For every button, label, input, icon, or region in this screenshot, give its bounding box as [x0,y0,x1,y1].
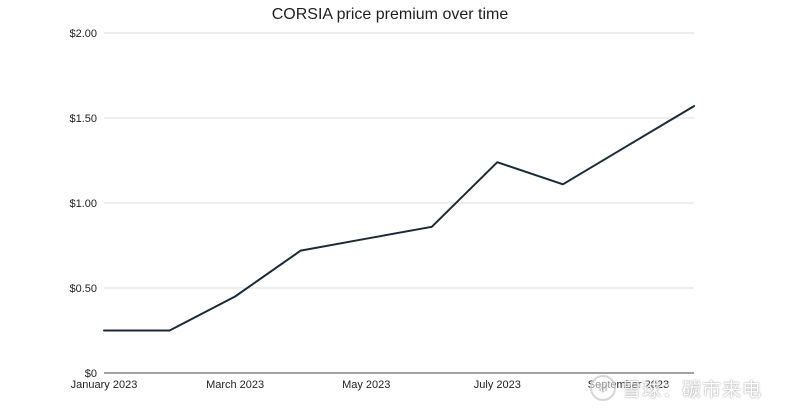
data-point [300,250,302,252]
series-layer [103,105,695,332]
data-point [562,183,564,185]
data-point [693,105,695,107]
data-point [627,144,629,146]
data-point [103,330,105,332]
x-tick-label: July 2023 [474,379,521,391]
x-tick-labels: January 2023 March 2023 May 2023 July 2023 S… [71,379,669,391]
series-line [103,105,695,332]
watermark-text: 雪球：碳市来电 [622,378,763,401]
y-tick-label: $0.50 [69,283,97,295]
y-tick-label: $1.00 [69,198,97,210]
data-point [496,161,498,163]
data-point [169,330,171,332]
data-point [431,226,433,228]
gridlines [104,32,694,289]
y-tick-labels: $0 $0.50 $1.00 $1.50 $2.00 [69,28,97,380]
x-tick-label: January 2023 [71,379,138,391]
y-tick-label: $2.00 [69,28,97,40]
x-tick-label: March 2023 [206,379,264,391]
x-tick-label: May 2023 [342,379,390,391]
data-point [365,238,367,240]
chart-title: CORSIA price premium over time [271,6,509,23]
y-tick-label: $1.50 [69,113,97,125]
watermark: ❄ 雪球：碳市来电 [590,372,795,404]
snowball-logo-icon: ❄ [590,375,616,401]
y-tick-label: $0 [85,368,97,380]
data-point [234,296,236,298]
